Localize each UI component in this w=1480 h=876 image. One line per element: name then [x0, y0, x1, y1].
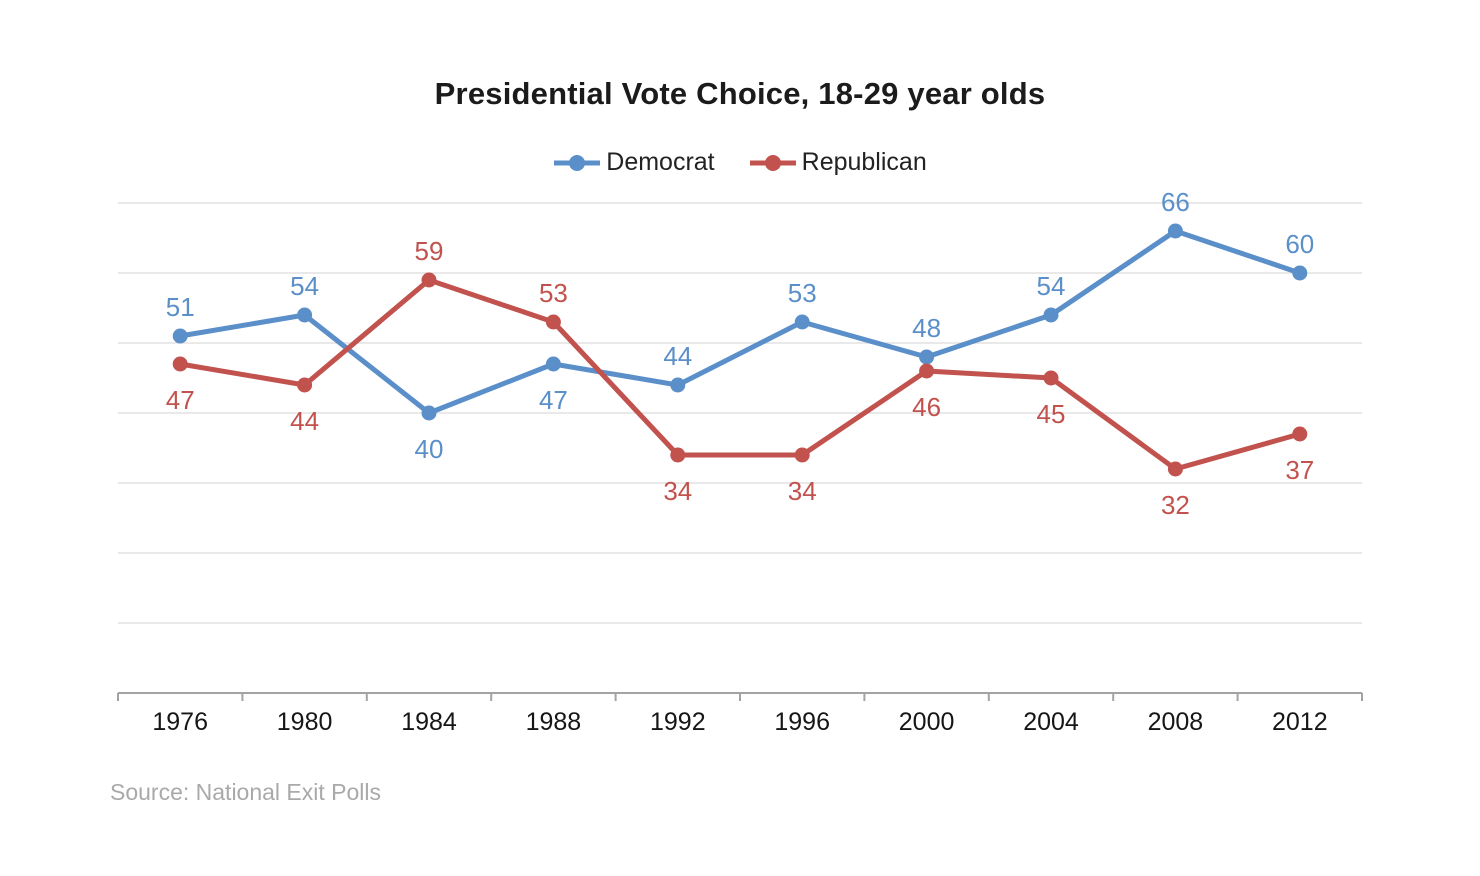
data-point-democrat-2000 [919, 349, 935, 365]
data-point-democrat-2012 [1292, 265, 1308, 281]
data-point-republican-1996 [794, 447, 810, 463]
data-label-republican-1996: 34 [788, 476, 817, 506]
data-point-republican-2012 [1292, 426, 1308, 442]
data-label-democrat-2012: 60 [1285, 229, 1314, 259]
data-label-democrat-1976: 51 [166, 292, 195, 322]
data-point-democrat-1984 [421, 405, 437, 421]
data-label-democrat-2008: 66 [1161, 187, 1190, 217]
x-axis-label: 2012 [1272, 708, 1328, 736]
source-note: Source: National Exit Polls [110, 779, 382, 805]
data-point-republican-1976 [172, 356, 188, 372]
legend-item-democrat: Democrat [553, 148, 715, 177]
data-label-republican-1984: 59 [415, 236, 444, 266]
data-label-republican-2004: 45 [1037, 399, 1066, 429]
data-point-republican-1984 [421, 272, 437, 288]
data-point-democrat-1996 [794, 314, 810, 330]
chart-title: Presidential Vote Choice, 18-29 year old… [434, 76, 1046, 111]
data-point-republican-1992 [670, 447, 686, 463]
data-label-republican-1980: 44 [290, 406, 319, 436]
chart-legend: Democrat Republican [0, 148, 1480, 177]
data-label-republican-1992: 34 [663, 476, 692, 506]
data-label-democrat-1980: 54 [290, 271, 319, 301]
data-label-democrat-1992: 44 [663, 341, 692, 371]
data-label-democrat-2004: 54 [1037, 271, 1066, 301]
x-axis-label: 1988 [526, 708, 582, 736]
legend-marker-democrat-icon [554, 154, 601, 171]
legend-marker-republican-icon [749, 154, 796, 171]
data-label-democrat-1996: 53 [788, 278, 817, 308]
data-point-democrat-1976 [172, 328, 188, 344]
series-line-republican [177, 277, 1303, 472]
data-label-republican-2012: 37 [1285, 455, 1314, 485]
data-label-republican-1976: 47 [166, 385, 195, 415]
data-point-republican-2000 [919, 363, 935, 379]
data-point-republican-2008 [1167, 461, 1183, 477]
x-axis-label: 1992 [650, 708, 706, 736]
data-point-democrat-1980 [297, 307, 313, 323]
x-axis-label: 2008 [1148, 708, 1204, 736]
x-axis-label: 1980 [277, 708, 333, 736]
x-axis-label: 2004 [1023, 708, 1079, 736]
data-label-democrat-1984: 40 [415, 434, 444, 464]
data-point-democrat-1992 [670, 377, 686, 393]
data-point-democrat-1988 [545, 356, 561, 372]
data-label-republican-2000: 46 [912, 392, 941, 422]
data-label-democrat-2000: 48 [912, 313, 941, 343]
data-label-republican-2008: 32 [1161, 490, 1190, 520]
data-label-republican-1988: 53 [539, 278, 568, 308]
data-point-republican-2004 [1043, 370, 1059, 386]
data-point-democrat-2008 [1167, 223, 1183, 239]
x-axis-label: 1976 [152, 708, 208, 736]
data-label-democrat-1988: 47 [539, 385, 568, 415]
legend-item-republican: Republican [749, 148, 927, 177]
data-point-democrat-2004 [1043, 307, 1059, 323]
data-point-republican-1980 [297, 377, 313, 393]
legend-label-republican: Republican [801, 148, 927, 176]
data-point-republican-1988 [545, 314, 561, 330]
series-line-democrat [177, 228, 1303, 416]
legend-label-democrat: Democrat [606, 148, 715, 176]
x-axis-label: 1984 [401, 708, 457, 736]
x-axis-label: 2000 [899, 708, 955, 736]
x-axis-label: 1996 [774, 708, 830, 736]
